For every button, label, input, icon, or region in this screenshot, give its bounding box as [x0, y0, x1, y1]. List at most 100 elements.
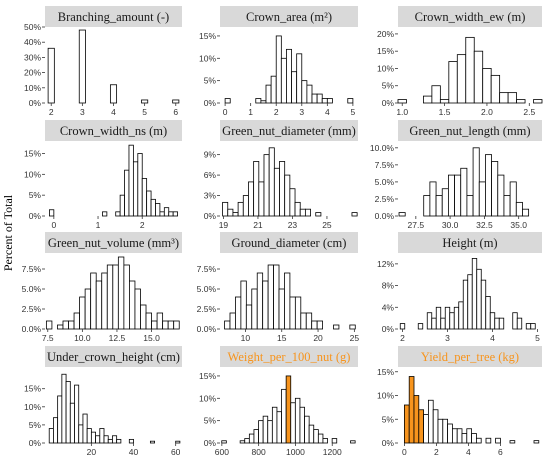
histogram-bar	[437, 418, 444, 444]
histogram-bar	[151, 320, 158, 330]
x-tick-label: 4	[325, 107, 330, 117]
histogram-bar	[294, 397, 301, 444]
y-tick-label: 10%	[199, 393, 216, 403]
y-tick-label: 40%	[24, 37, 41, 47]
x-tick-label: 1200	[323, 447, 342, 457]
histogram-bar	[456, 54, 467, 104]
histogram-bar	[95, 435, 101, 444]
y-tick-label: 2.5%	[22, 304, 42, 314]
histogram-bar	[322, 438, 328, 444]
histogram-bar	[533, 440, 540, 444]
histogram-bar	[460, 167, 468, 217]
y-tick-label: 2.5%	[197, 304, 217, 314]
histogram-bar	[485, 437, 492, 444]
histogram-bar-highlighted	[413, 395, 420, 444]
histogram-bar	[117, 256, 125, 330]
histogram-bar	[498, 317, 505, 330]
x-tick-label: 600	[215, 447, 229, 457]
histogram-bar	[516, 317, 523, 330]
histogram-bar	[431, 85, 441, 104]
histogram-bar	[448, 61, 458, 104]
y-tick-label: 7.5%	[197, 264, 217, 274]
y-tick-label: 5%	[29, 190, 42, 200]
y-tick-label: 5%	[204, 416, 217, 426]
x-tick-label: 30.0	[442, 220, 459, 230]
histogram-bar	[262, 415, 269, 444]
histogram-bar	[167, 320, 175, 330]
y-tick-label: 15%	[24, 149, 41, 159]
histogram-bar-highlighted	[408, 376, 415, 444]
y-tick-label: 0%	[204, 211, 217, 221]
histogram-bar	[321, 98, 328, 104]
histogram-bar	[458, 301, 464, 330]
panel-title-strip	[45, 6, 182, 27]
histogram-bar	[248, 181, 255, 217]
histogram-bar	[299, 406, 305, 444]
histogram-bar	[294, 296, 302, 330]
x-tick-label: 1000	[286, 447, 305, 457]
histogram-bar	[251, 288, 258, 330]
histogram-bar	[490, 74, 501, 104]
histogram-bar	[107, 438, 113, 444]
histogram-bar	[471, 433, 477, 444]
y-tick-label: 5%	[29, 420, 42, 430]
histogram-bar	[242, 195, 249, 217]
histogram-bar	[286, 48, 292, 104]
histogram-bar	[137, 153, 143, 217]
histogram-bar	[466, 428, 472, 444]
histogram-bar	[447, 174, 455, 217]
panel-title: Crown_width_ew (m)	[415, 10, 526, 24]
histogram-bar	[156, 312, 164, 330]
x-tick-label: 4	[466, 447, 471, 457]
histogram-bar	[456, 428, 463, 444]
histogram-bar	[82, 413, 88, 444]
x-tick-label: 6	[498, 447, 503, 457]
x-tick-label: 27.5	[408, 220, 425, 230]
panel-title: Under_crown_height (cm)	[47, 350, 180, 364]
histogram-bar	[116, 438, 122, 444]
histogram-bar	[99, 428, 105, 444]
panel-title: Green_nut_volume (mm³)	[48, 236, 179, 250]
histogram-bar	[311, 320, 318, 330]
x-tick-label: 10.0	[74, 333, 91, 343]
histogram-bar	[423, 414, 429, 444]
histogram-bar	[444, 306, 451, 330]
panel-title: Green_nut_length (mm)	[409, 124, 530, 138]
histogram-bar	[351, 212, 358, 217]
histogram-bar	[522, 208, 530, 217]
histogram-bar	[275, 35, 282, 104]
x-tick-label: 3	[445, 333, 450, 343]
histogram-panel: Green_nut_diameter (mm) 0% 3% 6% 9% 19 21 23 25	[204, 120, 358, 230]
x-tick-label: 2	[434, 447, 439, 457]
histogram-bar	[290, 402, 296, 444]
histogram-bar	[140, 304, 147, 330]
histogram-bar	[267, 264, 274, 330]
histogram-bar	[222, 201, 229, 217]
y-tick-label: 5%	[382, 414, 395, 424]
histogram-bar	[301, 80, 308, 104]
panel-title-strip	[45, 120, 182, 141]
x-tick-label: 10	[241, 333, 251, 343]
histogram-bar	[482, 68, 492, 104]
histogram-panel: Green_nut_volume (mm³) 0.0% 2.5% 5.0% 7.5% 7.…	[22, 232, 182, 343]
histogram-bar	[489, 312, 496, 330]
histogram-bar	[350, 440, 356, 444]
x-tick-label: 15.0	[143, 333, 160, 343]
histogram-bar	[268, 147, 275, 217]
histogram-bar	[69, 402, 75, 444]
panel-title-strip	[398, 346, 542, 367]
histogram-bar	[398, 212, 406, 217]
histogram-bar	[273, 264, 280, 330]
y-tick-label: 7.5%	[22, 264, 42, 274]
histogram-bar-highlighted	[285, 375, 292, 444]
histogram-bar	[427, 399, 434, 444]
panel-title: Height (m)	[442, 236, 497, 250]
histogram-bar	[103, 435, 109, 444]
x-tick-label: 12.5	[109, 333, 126, 343]
histogram-bar	[227, 208, 234, 217]
panel-title: Branching_amount (-)	[58, 10, 169, 24]
histogram-bar	[278, 288, 285, 330]
histogram-bar	[150, 198, 156, 217]
histogram-panel: Crown_area (m²) 0% 5% 10% 15% 0 1 2 3 4 5	[199, 6, 358, 117]
histogram-bar	[255, 98, 262, 104]
